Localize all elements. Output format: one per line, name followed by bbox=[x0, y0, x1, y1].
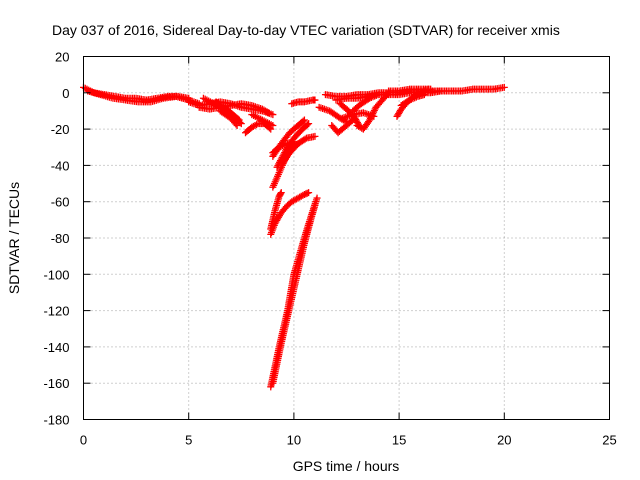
data-point bbox=[301, 135, 309, 143]
data-point bbox=[366, 116, 374, 124]
x-tick-label: 10 bbox=[287, 433, 301, 448]
data-point bbox=[235, 116, 243, 124]
data-point bbox=[412, 93, 420, 101]
data-series-track bbox=[349, 91, 382, 115]
data-point bbox=[350, 115, 358, 123]
data-point bbox=[305, 120, 313, 128]
data-point bbox=[293, 141, 301, 149]
x-tick-label: 25 bbox=[602, 433, 616, 448]
data-series-track bbox=[269, 201, 319, 387]
data-series-track bbox=[288, 96, 319, 108]
data-point bbox=[265, 109, 273, 117]
data-point bbox=[305, 189, 313, 197]
data-point bbox=[364, 95, 372, 103]
y-tick-label: 20 bbox=[55, 50, 69, 65]
data-point bbox=[427, 85, 435, 93]
data-point bbox=[269, 121, 277, 129]
x-axis-label: GPS time / hours bbox=[293, 458, 400, 474]
data-series-track bbox=[385, 85, 435, 95]
y-tick-label: -160 bbox=[43, 376, 69, 391]
data-point bbox=[299, 117, 307, 125]
data-point bbox=[303, 121, 311, 129]
data-series-track bbox=[397, 91, 428, 110]
data-series-track bbox=[267, 189, 285, 233]
y-tick-label: 0 bbox=[62, 86, 69, 101]
data-point bbox=[277, 189, 285, 197]
y-tick-label: -100 bbox=[43, 267, 69, 282]
data-point bbox=[372, 91, 380, 99]
data-point bbox=[374, 91, 382, 99]
data-point bbox=[311, 201, 319, 209]
data-point bbox=[300, 116, 308, 124]
data-marks-layer bbox=[80, 83, 508, 391]
data-series-track bbox=[328, 114, 359, 137]
data-point bbox=[294, 140, 302, 148]
y-tick-label: -20 bbox=[51, 122, 70, 137]
data-point bbox=[311, 96, 319, 104]
data-point bbox=[269, 111, 277, 119]
y-tick-label: -180 bbox=[43, 413, 69, 428]
y-tick-label: -140 bbox=[43, 340, 69, 355]
y-axis-label: SDTVAR / TECUs bbox=[6, 182, 22, 294]
data-point bbox=[383, 90, 391, 98]
data-point bbox=[253, 121, 261, 129]
data-series-track bbox=[195, 100, 273, 117]
data-point bbox=[500, 83, 508, 91]
data-series-track bbox=[216, 107, 241, 129]
data-point bbox=[263, 108, 271, 116]
x-tick-label: 5 bbox=[185, 433, 192, 448]
data-point bbox=[420, 91, 428, 99]
y-tick-label: -80 bbox=[51, 231, 70, 246]
data-point bbox=[233, 121, 241, 129]
x-tick-label: 15 bbox=[392, 433, 406, 448]
data-point bbox=[311, 132, 319, 140]
data-point bbox=[370, 106, 378, 114]
data-point bbox=[371, 92, 379, 100]
data-point bbox=[411, 94, 419, 102]
data-point bbox=[366, 94, 374, 102]
data-point bbox=[313, 194, 321, 202]
chart-title: Day 037 of 2016, Sidereal Day-to-day VTE… bbox=[52, 22, 560, 38]
ticks-layer: 20 0 -20 -40 -60 -80 -100 -120 -140 -160 -180 0 5 10 1… bbox=[43, 50, 616, 448]
data-series-track bbox=[338, 109, 378, 122]
data-point bbox=[370, 112, 378, 120]
data-point bbox=[404, 97, 412, 105]
data-point bbox=[234, 115, 242, 123]
data-series-track bbox=[269, 140, 302, 191]
data-series-track bbox=[212, 98, 243, 124]
y-tick-label: -120 bbox=[43, 304, 69, 319]
x-tick-label: 20 bbox=[497, 433, 511, 448]
data-point bbox=[406, 96, 414, 104]
y-tick-label: -60 bbox=[51, 195, 70, 210]
data-point bbox=[232, 120, 240, 128]
data-point bbox=[437, 87, 445, 95]
x-tick-label: 0 bbox=[80, 433, 87, 448]
data-point bbox=[277, 190, 285, 198]
data-series-track bbox=[248, 111, 277, 129]
y-tick-label: -40 bbox=[51, 158, 70, 173]
data-series-track bbox=[269, 116, 308, 160]
